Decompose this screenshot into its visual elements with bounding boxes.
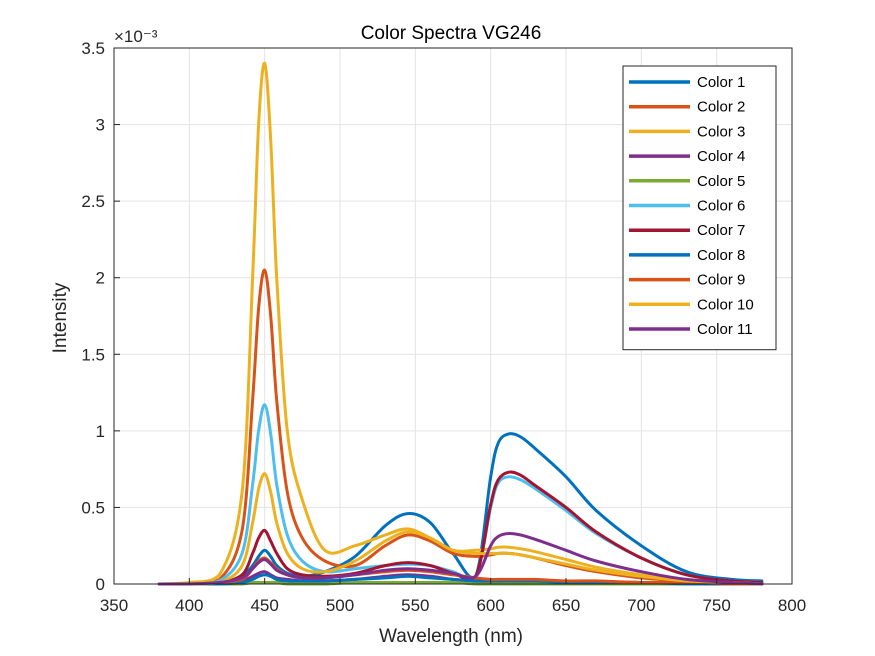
legend-label: Color 8 — [697, 247, 745, 264]
series-line-color-7 — [157, 470, 764, 586]
x-tick-label: 350 — [100, 596, 128, 615]
x-tick-label: 450 — [250, 596, 278, 615]
y-axis: 0 0.5 1 1.5 2 2.5 3 3.5 — [81, 39, 120, 594]
series-line-color-10 — [157, 472, 764, 586]
x-tick-label: 800 — [778, 596, 806, 615]
y-tick-label: 0 — [96, 575, 105, 594]
series-line-color-2 — [157, 268, 764, 586]
chart-title: Color Spectra VG246 — [361, 23, 542, 44]
x-tick-label: 500 — [326, 596, 354, 615]
y-tick-label: 3.5 — [81, 39, 105, 58]
x-tick-label: 650 — [552, 596, 580, 615]
x-tick-label: 700 — [627, 596, 655, 615]
y-tick-label: 1 — [96, 422, 105, 441]
legend-label: Color 11 — [697, 321, 753, 338]
legend-label: Color 7 — [697, 222, 745, 239]
series-line-color-3 — [157, 61, 764, 586]
axes-box — [113, 47, 793, 585]
x-tick-label: 750 — [702, 596, 730, 615]
legend-label: Color 2 — [697, 99, 745, 116]
legend-label: Color 4 — [697, 148, 745, 165]
y-tick-label: 2 — [96, 269, 105, 288]
legend-label: Color 3 — [697, 123, 745, 140]
series-line-color-1 — [157, 432, 764, 586]
series-line-color-11 — [157, 531, 764, 586]
legend-label: Color 6 — [697, 198, 745, 215]
y-tick-label: 0.5 — [81, 498, 105, 517]
x-tick-label: 400 — [175, 596, 203, 615]
x-tick-label: 550 — [401, 596, 429, 615]
y-tick-label: 3 — [96, 116, 105, 135]
legend-label: Color 1 — [697, 74, 745, 91]
legend: Color 1 Color 2 Color 3 Color 4 Color 5 Color… — [622, 65, 777, 351]
series-line-color-8 — [157, 573, 764, 586]
y-tick-label: 1.5 — [81, 345, 105, 364]
x-axis-label: Wavelength (nm) — [379, 626, 523, 647]
legend-label: Color 9 — [697, 272, 745, 289]
legend-label: Color 5 — [697, 173, 745, 190]
legend-box — [622, 65, 777, 351]
x-tick-label: 600 — [476, 596, 504, 615]
y-tick-label: 2.5 — [81, 192, 105, 211]
x-axis: 350 400 450 500 550 600 650 700 750 800 — [100, 578, 806, 615]
legend-label: Color 10 — [697, 296, 754, 313]
y-exponent-label: ×10⁻³ — [114, 27, 158, 46]
y-axis-label: Intensity — [50, 282, 71, 353]
